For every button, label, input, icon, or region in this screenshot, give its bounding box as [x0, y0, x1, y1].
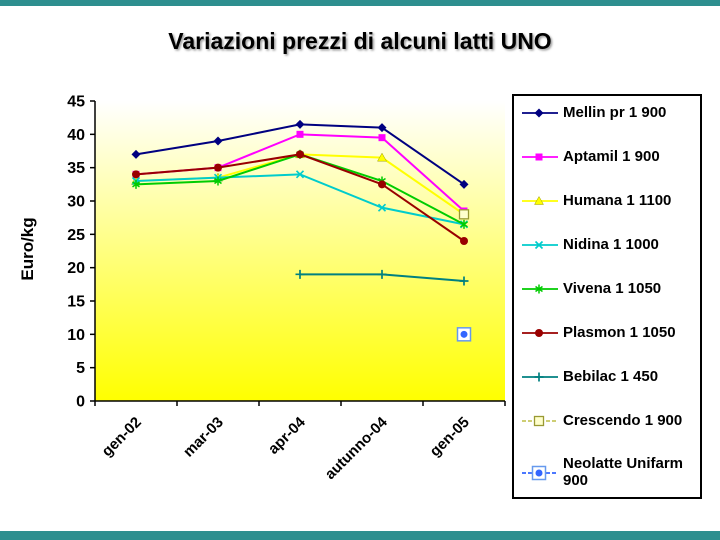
- legend-marker-icon: [522, 465, 558, 480]
- chart-legend: Mellin pr 1 900 Aptamil 1 900 Humana 1 110…: [512, 94, 702, 499]
- legend-item: Humana 1 1100: [520, 192, 696, 210]
- y-tick-label: 15: [67, 294, 85, 311]
- plot-background: [95, 101, 505, 401]
- legend-marker-icon: [522, 240, 558, 250]
- y-tick-label: 5: [76, 360, 85, 377]
- legend-item: Neolatte Unifarm 900: [520, 455, 696, 489]
- y-axis-title: Euro/kg: [18, 217, 37, 280]
- series-mellin-pr-1-900: [131, 119, 469, 189]
- x-tick-label: gen-02: [99, 414, 145, 460]
- legend-item: Crescendo 1 900: [520, 412, 696, 430]
- y-tick-label: 0: [76, 394, 85, 411]
- series-bebilac-1-450: [295, 269, 469, 286]
- legend-marker-icon: [522, 284, 558, 294]
- circle-marker-icon: [132, 170, 140, 179]
- x-marker-icon: [295, 170, 305, 179]
- line-chart: Euro/kg 0 5 10 15 20 25 30 35 40 45 gen-02 mar-03 ap…: [18, 94, 506, 483]
- y-tick-label: 30: [67, 194, 85, 211]
- square-marker-icon: [535, 153, 543, 161]
- asterisk-marker-icon: [132, 179, 140, 189]
- asterisk-marker-icon: [214, 176, 222, 186]
- triangle-marker-icon: [377, 152, 387, 162]
- asterisk-marker-icon: [460, 219, 468, 229]
- diamond-marker-icon: [459, 179, 469, 189]
- square-marker-icon: [296, 130, 304, 138]
- circle-marker-icon: [378, 180, 386, 189]
- open-square-marker-icon: [533, 415, 545, 427]
- legend-marker-icon: [522, 415, 558, 427]
- y-tick-label: 25: [67, 227, 85, 244]
- x-tick-label: autunno-04: [322, 413, 392, 483]
- plus-marker-icon: [534, 372, 544, 382]
- plot-area: 0 5 10 15 20 25 30 35 40 45 gen-02 mar-03 apr-04 autu…: [67, 94, 506, 483]
- legend-label: Neolatte Unifarm 900: [563, 455, 684, 489]
- x-marker-icon: [534, 240, 544, 250]
- series-crescendo-1-900: [458, 209, 470, 220]
- slide: Variazioni prezzi di alcuni latti UNO Eu…: [0, 6, 720, 531]
- legend-label: Aptamil 1 900: [563, 147, 660, 165]
- y-axis: 0 5 10 15 20 25 30 35 40 45: [67, 94, 95, 411]
- triangle-marker-icon: [534, 195, 544, 205]
- legend-item: Nidina 1 1000: [520, 236, 696, 254]
- x-tick-label: gen-05: [427, 414, 473, 460]
- y-tick-label: 35: [67, 160, 85, 177]
- series-plasmon-1-1050: [132, 150, 468, 245]
- diamond-marker-icon: [534, 108, 544, 118]
- diamond-marker-icon: [295, 119, 305, 129]
- legend-label: Crescendo 1 900: [563, 411, 683, 429]
- asterisk-marker-icon: [535, 284, 543, 294]
- plus-marker-icon: [295, 269, 305, 279]
- dot-marker-icon: [460, 330, 468, 338]
- x-axis-labels: gen-02 mar-03 apr-04 autunno-04 gen-05: [99, 413, 473, 483]
- legend-label: Plasmon 1 1050: [563, 323, 676, 341]
- open-square-marker-icon: [458, 209, 470, 220]
- legend-label: Bebilac 1 450: [563, 367, 659, 385]
- x-tick-label: apr-04: [265, 413, 309, 457]
- y-tick-label: 45: [67, 94, 85, 111]
- legend-marker-icon: [522, 195, 558, 205]
- legend-marker-icon: [522, 329, 558, 337]
- circle-marker-icon: [296, 150, 304, 159]
- legend-item: Bebilac 1 450: [520, 368, 696, 386]
- square-marker-icon: [378, 134, 386, 142]
- legend-marker-icon: [522, 108, 558, 118]
- dot-marker-icon: [535, 469, 543, 476]
- y-tick-label: 40: [67, 127, 85, 144]
- x-tick-label: mar-03: [180, 414, 227, 461]
- x-marker-icon: [377, 203, 387, 212]
- plus-marker-icon: [459, 276, 469, 286]
- chart-title: Variazioni prezzi di alcuni latti UNO: [168, 28, 552, 54]
- legend-marker-icon: [522, 372, 558, 382]
- legend-label: Mellin pr 1 900: [563, 103, 667, 121]
- diamond-marker-icon: [213, 136, 223, 146]
- legend-item: Plasmon 1 1050: [520, 324, 696, 342]
- legend-label: Nidina 1 1000: [563, 235, 659, 253]
- circle-marker-icon: [214, 163, 222, 172]
- y-tick-label: 20: [67, 260, 85, 277]
- legend-item: Aptamil 1 900: [520, 148, 696, 166]
- legend-item: Mellin pr 1 900: [520, 104, 696, 122]
- circle-marker-icon: [535, 329, 543, 337]
- legend-label: Humana 1 1100: [563, 191, 672, 209]
- x-axis: [94, 401, 506, 406]
- plus-marker-icon: [377, 269, 387, 279]
- legend-label: Vivena 1 1050: [563, 279, 662, 297]
- y-tick-label: 10: [67, 327, 85, 344]
- diamond-marker-icon: [377, 123, 387, 133]
- series-neolatte-unifarm-900: [456, 327, 472, 342]
- circle-marker-icon: [460, 237, 468, 245]
- legend-item: Vivena 1 1050: [520, 280, 696, 298]
- legend-marker-icon: [522, 153, 558, 161]
- diamond-marker-icon: [131, 149, 141, 159]
